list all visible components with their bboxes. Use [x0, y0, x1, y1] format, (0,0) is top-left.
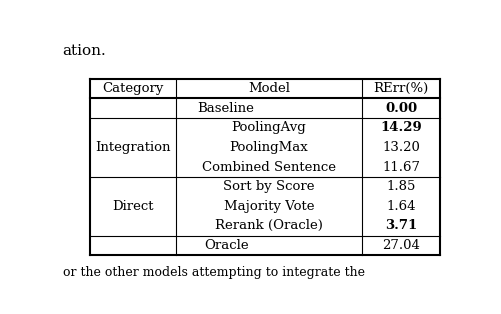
Text: RErr(%): RErr(%) [373, 82, 428, 95]
Text: Model: Model [247, 82, 290, 95]
Text: Sort by Score: Sort by Score [223, 180, 314, 193]
Text: Majority Vote: Majority Vote [223, 200, 314, 213]
Text: 11.67: 11.67 [381, 160, 419, 174]
Text: 1.85: 1.85 [386, 180, 415, 193]
Text: 27.04: 27.04 [382, 239, 419, 252]
Text: Combined Sentence: Combined Sentence [201, 160, 335, 174]
Text: Baseline: Baseline [197, 102, 254, 115]
Text: PoolingAvg: PoolingAvg [231, 121, 306, 134]
Text: 1.64: 1.64 [386, 200, 415, 213]
Text: 3.71: 3.71 [384, 219, 416, 232]
Text: Direct: Direct [112, 200, 153, 213]
Text: PoolingMax: PoolingMax [229, 141, 308, 154]
Text: or the other models attempting to integrate the: or the other models attempting to integr… [63, 266, 364, 279]
Text: 13.20: 13.20 [382, 141, 419, 154]
Text: Category: Category [102, 82, 163, 95]
Text: 0.00: 0.00 [384, 102, 416, 115]
Text: 14.29: 14.29 [380, 121, 421, 134]
Text: ation.: ation. [63, 44, 106, 58]
Text: Rerank (Oracle): Rerank (Oracle) [214, 219, 322, 232]
Text: Oracle: Oracle [203, 239, 248, 252]
Text: Integration: Integration [95, 141, 170, 154]
